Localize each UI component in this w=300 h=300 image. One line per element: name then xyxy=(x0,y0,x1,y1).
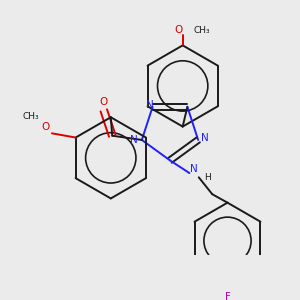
Text: O: O xyxy=(174,25,183,35)
Text: O: O xyxy=(41,122,49,132)
Text: CH₃: CH₃ xyxy=(194,26,210,34)
Text: N: N xyxy=(201,133,208,143)
Text: CH₃: CH₃ xyxy=(22,112,39,121)
Text: N: N xyxy=(146,100,154,110)
Text: N: N xyxy=(130,135,138,145)
Text: O: O xyxy=(100,97,108,107)
Text: F: F xyxy=(225,292,230,300)
Text: H: H xyxy=(204,173,211,182)
Text: N: N xyxy=(190,164,197,174)
